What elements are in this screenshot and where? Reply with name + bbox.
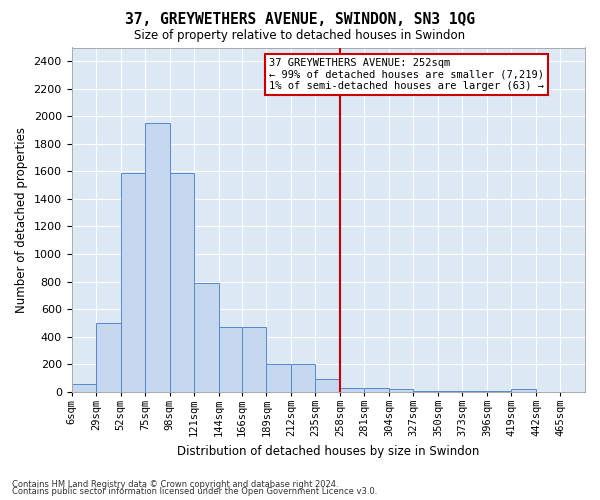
Bar <box>487 391 511 392</box>
Bar <box>364 388 389 392</box>
Bar <box>316 380 340 392</box>
Bar <box>96 323 121 392</box>
Text: Contains public sector information licensed under the Open Government Licence v3: Contains public sector information licen… <box>12 488 377 496</box>
Bar <box>463 391 487 392</box>
Bar <box>438 391 463 392</box>
Bar <box>389 389 413 392</box>
Bar <box>511 389 536 392</box>
Bar <box>71 384 96 392</box>
Bar <box>218 327 243 392</box>
Text: 37 GREYWETHERS AVENUE: 252sqm
← 99% of detached houses are smaller (7,219)
1% of: 37 GREYWETHERS AVENUE: 252sqm ← 99% of d… <box>269 58 544 91</box>
Bar <box>242 327 266 392</box>
Bar <box>194 283 218 392</box>
Bar <box>340 388 364 392</box>
Text: 37, GREYWETHERS AVENUE, SWINDON, SN3 1QG: 37, GREYWETHERS AVENUE, SWINDON, SN3 1QG <box>125 12 475 28</box>
Text: Contains HM Land Registry data © Crown copyright and database right 2024.: Contains HM Land Registry data © Crown c… <box>12 480 338 489</box>
X-axis label: Distribution of detached houses by size in Swindon: Distribution of detached houses by size … <box>177 444 479 458</box>
Bar <box>413 391 438 392</box>
Y-axis label: Number of detached properties: Number of detached properties <box>15 126 28 312</box>
Bar <box>266 364 291 392</box>
Bar <box>170 173 194 392</box>
Bar <box>121 173 145 392</box>
Bar <box>145 123 170 392</box>
Text: Size of property relative to detached houses in Swindon: Size of property relative to detached ho… <box>134 29 466 42</box>
Bar <box>291 364 316 392</box>
